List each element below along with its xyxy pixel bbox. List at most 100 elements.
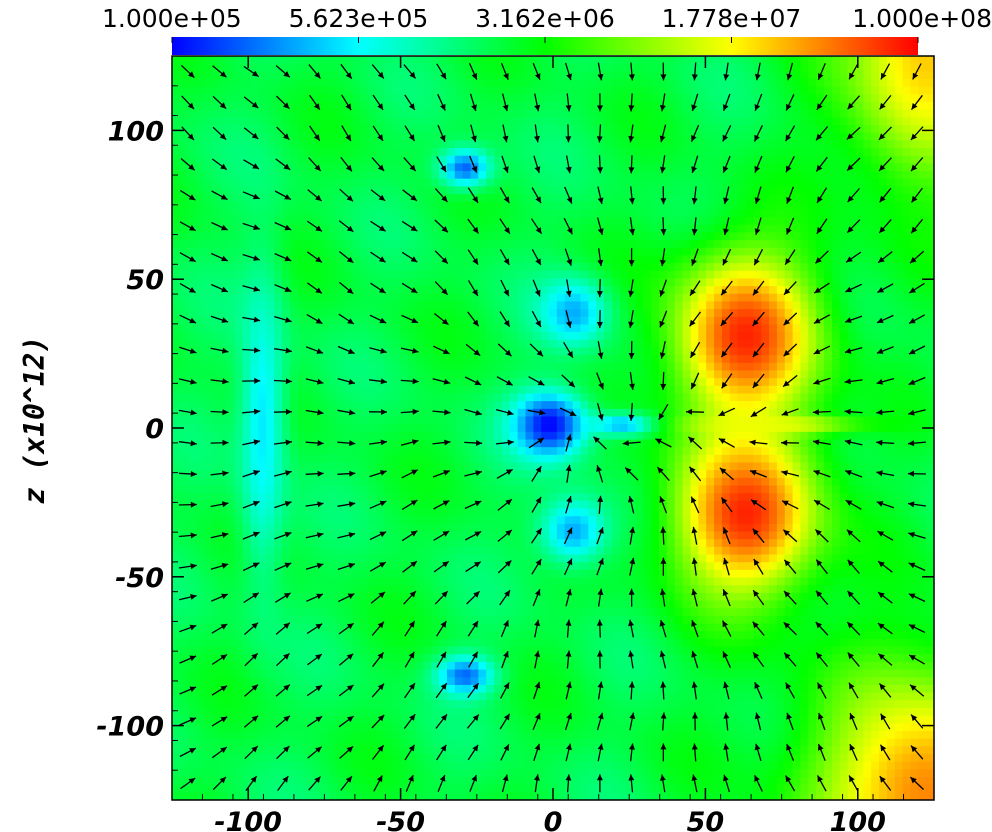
heatmap-cell bbox=[297, 293, 307, 303]
heatmap-cell bbox=[258, 140, 267, 149]
heatmap-cell bbox=[289, 140, 299, 149]
heatmap-cell bbox=[407, 209, 417, 218]
heatmap-cell bbox=[195, 155, 205, 164]
heatmap-cell bbox=[211, 217, 220, 226]
heatmap-cell bbox=[462, 79, 472, 88]
heatmap-cell bbox=[211, 332, 220, 341]
heatmap-cell bbox=[509, 362, 519, 372]
heatmap-cell bbox=[525, 439, 534, 448]
heatmap-cell bbox=[289, 293, 299, 303]
heatmap-cell bbox=[556, 217, 566, 226]
heatmap-cell bbox=[871, 71, 880, 80]
heatmap-cell bbox=[588, 56, 597, 65]
heatmap-cell bbox=[737, 117, 747, 126]
heatmap-cell bbox=[525, 301, 534, 310]
heatmap-cell bbox=[336, 209, 346, 218]
heatmap-cell bbox=[674, 424, 684, 433]
heatmap-cell bbox=[486, 194, 495, 203]
heatmap-cell bbox=[344, 301, 354, 310]
heatmap-cell bbox=[203, 163, 212, 172]
heatmap-cell bbox=[847, 148, 857, 157]
heatmap-cell bbox=[918, 132, 927, 141]
heatmap-cell bbox=[454, 71, 464, 80]
heatmap-cell bbox=[666, 163, 676, 172]
heatmap-cell bbox=[329, 439, 338, 448]
heatmap-cell bbox=[839, 56, 849, 65]
heatmap-cell bbox=[808, 217, 817, 226]
heatmap-cell bbox=[297, 270, 307, 280]
heatmap-cell bbox=[674, 102, 684, 111]
heatmap-cell bbox=[745, 347, 754, 356]
heatmap-cell bbox=[808, 286, 817, 295]
heatmap-cell bbox=[533, 408, 542, 418]
heatmap-cell bbox=[360, 362, 369, 372]
heatmap-cell bbox=[274, 217, 283, 226]
heatmap-cell bbox=[360, 86, 369, 95]
heatmap-cell bbox=[407, 56, 417, 65]
heatmap-cell bbox=[580, 309, 589, 318]
heatmap-cell bbox=[918, 401, 927, 410]
heatmap-cell bbox=[289, 63, 299, 72]
heatmap-cell bbox=[769, 56, 778, 65]
heatmap-cell bbox=[203, 155, 212, 164]
heatmap-cell bbox=[446, 171, 456, 180]
heatmap-cell bbox=[588, 171, 597, 180]
heatmap-cell bbox=[556, 56, 566, 65]
heatmap-cell bbox=[336, 178, 346, 187]
heatmap-cell bbox=[352, 401, 362, 410]
heatmap-cell bbox=[564, 263, 574, 272]
heatmap-cell bbox=[250, 263, 260, 272]
heatmap-cell bbox=[203, 355, 212, 364]
heatmap-cell bbox=[910, 355, 919, 364]
heatmap-cell bbox=[368, 194, 377, 203]
heatmap-cell bbox=[886, 255, 896, 264]
heatmap-cell bbox=[800, 401, 809, 410]
heatmap-cell bbox=[690, 286, 699, 295]
heatmap-cell bbox=[753, 339, 762, 349]
heatmap-cell bbox=[336, 255, 346, 264]
heatmap-cell bbox=[234, 447, 244, 456]
heatmap-cell bbox=[910, 86, 919, 95]
heatmap-cell bbox=[321, 301, 330, 310]
heatmap-cell bbox=[902, 439, 912, 448]
heatmap-cell bbox=[847, 201, 857, 210]
heatmap-cell bbox=[894, 186, 904, 195]
heatmap-cell bbox=[195, 385, 205, 395]
heatmap-cell bbox=[478, 63, 487, 72]
heatmap-cell bbox=[274, 278, 283, 287]
heatmap-cell bbox=[611, 347, 621, 356]
heatmap-cell bbox=[258, 71, 267, 80]
heatmap-cell bbox=[517, 431, 527, 441]
heatmap-cell bbox=[431, 309, 440, 318]
heatmap-cell bbox=[706, 56, 715, 65]
heatmap-cell bbox=[501, 240, 511, 249]
heatmap-cell bbox=[368, 132, 377, 141]
heatmap-cell bbox=[729, 171, 739, 180]
heatmap-cell bbox=[596, 324, 605, 333]
heatmap-cell bbox=[698, 378, 707, 387]
heatmap-cell bbox=[651, 378, 660, 387]
heatmap-cell bbox=[556, 247, 566, 257]
heatmap-cell bbox=[572, 240, 582, 249]
heatmap-cell bbox=[226, 439, 236, 448]
heatmap-cell bbox=[879, 378, 888, 387]
heatmap-cell bbox=[635, 79, 644, 88]
heatmap-cell bbox=[501, 63, 511, 72]
heatmap-cell bbox=[399, 370, 409, 379]
heatmap-cell bbox=[313, 278, 322, 287]
heatmap-cell bbox=[918, 209, 927, 218]
heatmap-cell bbox=[855, 56, 864, 65]
heatmap-cell bbox=[619, 178, 629, 187]
heatmap-cell bbox=[753, 385, 762, 395]
heatmap-cell bbox=[470, 293, 479, 303]
heatmap-cell bbox=[517, 201, 527, 210]
heatmap-cell bbox=[454, 155, 464, 164]
heatmap-cell bbox=[423, 447, 432, 456]
heatmap-cell bbox=[871, 140, 880, 149]
heatmap-cell bbox=[619, 355, 629, 364]
heatmap-cell bbox=[761, 140, 770, 149]
heatmap-cell bbox=[533, 56, 542, 65]
heatmap-cell bbox=[674, 171, 684, 180]
heatmap-cell bbox=[501, 140, 511, 149]
heatmap-cell bbox=[525, 109, 534, 118]
